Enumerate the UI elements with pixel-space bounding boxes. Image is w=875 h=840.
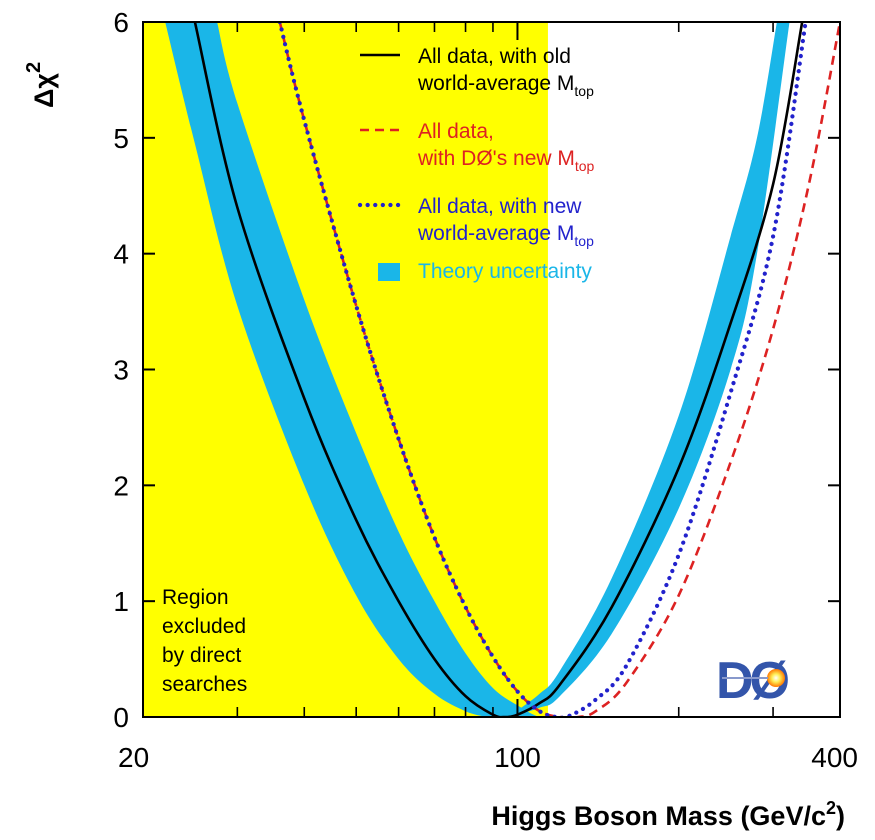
y-tick-label: 6 [113, 7, 129, 38]
legend-label: All data, with old [418, 45, 571, 68]
legend-label: world-average Mtop [417, 72, 594, 99]
excluded-region-label: Region excluded by direct searches [162, 586, 247, 696]
d0-logo: DØ [716, 652, 793, 710]
legend-label: Theory uncertainty [418, 260, 592, 283]
x-tick-label: 400 [811, 742, 858, 773]
x-axis-title: Higgs Boson Mass (GeV/c2) [491, 798, 845, 831]
y-tick-label: 2 [113, 470, 129, 501]
region-label-line: excluded [162, 615, 246, 638]
region-label-line: searches [162, 673, 247, 696]
plot-area [143, 22, 840, 717]
axis-titles: Higgs Boson Mass (GeV/c2) Δχ2 [23, 62, 845, 831]
legend: All data, with old world-average Mtop All … [357, 45, 595, 283]
theory-band-left [165, 22, 560, 717]
x-tick-label: 20 [118, 742, 149, 773]
region-label-line: by direct [162, 644, 242, 667]
y-tick-label: 1 [113, 586, 129, 617]
legend-label: All data, with new [418, 195, 582, 218]
region-label-line: Region [162, 586, 229, 609]
y-tick-label: 4 [113, 239, 129, 270]
d0-logo-burst [767, 669, 785, 687]
y-tick-label: 5 [113, 123, 129, 154]
y-tick-label: 0 [113, 702, 129, 733]
legend-label: world-average Mtop [417, 222, 594, 249]
legend-swatch-band [378, 263, 400, 281]
y-tick-label: 3 [113, 355, 129, 386]
series-line-dotted [277, 22, 808, 717]
x-tick-label: 100 [494, 742, 541, 773]
legend-label: with DØ's new Mtop [417, 147, 595, 174]
y-axis-title: Δχ2 [23, 62, 59, 108]
series-line-dashed [278, 22, 840, 717]
axes: 0 1 2 3 4 5 6 20 100 400 [113, 7, 858, 773]
legend-label: All data, [418, 120, 494, 143]
